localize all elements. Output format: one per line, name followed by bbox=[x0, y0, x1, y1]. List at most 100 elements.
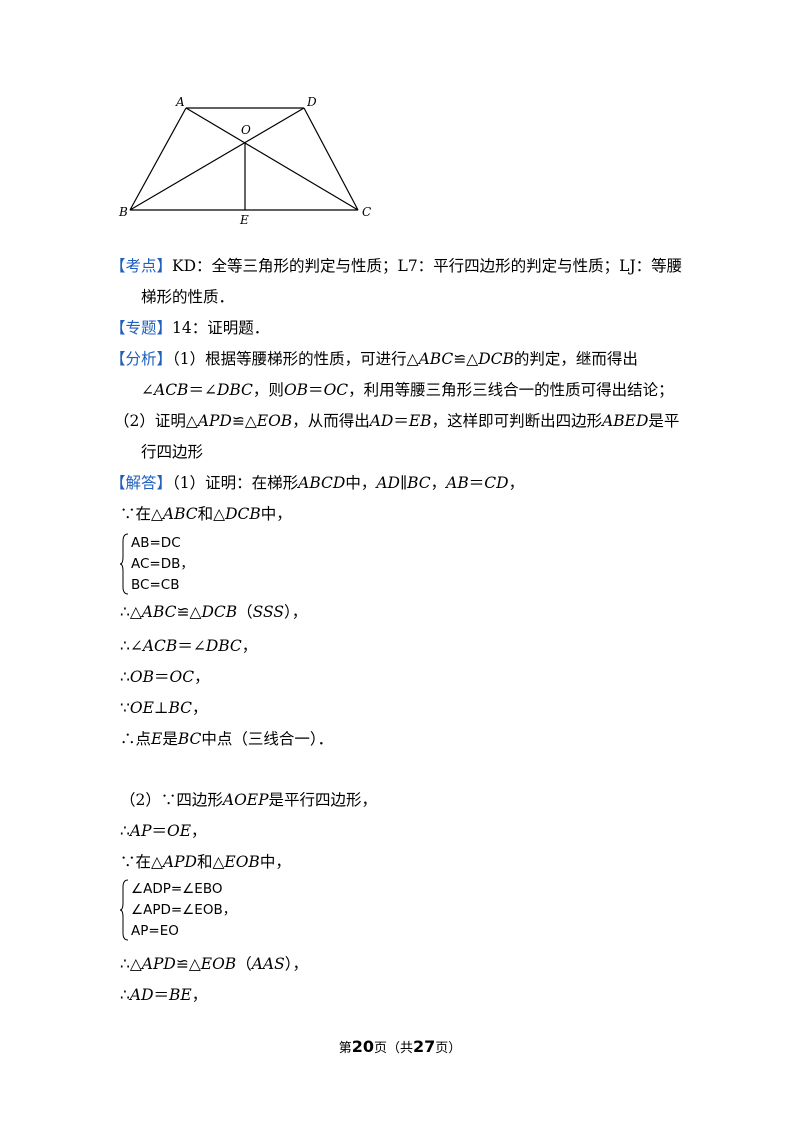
solution-text: ∴△ bbox=[120, 955, 142, 973]
fenxi-text: ≌△ bbox=[453, 350, 479, 368]
zhuanti-line: 【专题】14：证明题． bbox=[110, 318, 269, 338]
math-term: APD bbox=[141, 955, 176, 973]
equation-row: AB=DC bbox=[131, 535, 181, 551]
fenxi-text: （1）根据等腰梯形的性质，可进行△ bbox=[172, 350, 419, 368]
label-E: E bbox=[239, 213, 249, 227]
kaodian-text1: KD：全等三角形的判定与性质；L7：平行四边形的判定与性质；LJ：等腰 bbox=[172, 257, 683, 275]
jieda-line4: ∴∠ACB＝∠DBC， bbox=[120, 636, 257, 656]
jieda-line7: ∴点E是BC中点（三线合一）． bbox=[120, 729, 333, 749]
solution-text: ≌△ bbox=[175, 955, 201, 973]
segment-AB bbox=[129, 107, 187, 211]
math-term: AAS bbox=[251, 955, 285, 973]
math-term: BC bbox=[177, 730, 202, 748]
fenxi-text: 是平 bbox=[648, 412, 680, 430]
fenxi-line3: （2）证明△APD≌△EOB，从而得出AD＝EB，这样即可判断出四边形ABED是… bbox=[114, 411, 679, 431]
math-term: AD bbox=[369, 412, 394, 430]
math-term: APD bbox=[197, 412, 232, 430]
math-term: OB bbox=[129, 668, 154, 686]
fenxi-text: （2）证明△ bbox=[114, 412, 198, 430]
math-term: DCB bbox=[225, 505, 261, 523]
math-term: OC bbox=[169, 668, 195, 686]
math-term: EOB bbox=[224, 853, 260, 871]
solution-text: ＝ bbox=[153, 668, 170, 686]
math-term: CD bbox=[484, 474, 509, 492]
label-B: B bbox=[118, 205, 128, 219]
solution-text: ， bbox=[430, 474, 447, 492]
math-term: ACB bbox=[154, 381, 189, 399]
solution-text: ）， bbox=[284, 955, 308, 973]
fenxi-line1: 【分析】（1）根据等腰梯形的性质，可进行△ABC≌△DCB的判定，继而得出 bbox=[110, 349, 638, 369]
zhuanti-tag: 【专题】 bbox=[110, 319, 173, 337]
solution-text: 和△ bbox=[197, 505, 226, 523]
fenxi-text: ，利用等腰三角形三线合一的性质可得出结论； bbox=[348, 381, 674, 399]
solution-text: 和△ bbox=[196, 853, 225, 871]
fenxi-text: ≌△ bbox=[231, 412, 257, 430]
label-A: A bbox=[175, 95, 185, 109]
jieda-tag: 【解答】 bbox=[110, 474, 173, 492]
math-term: AD bbox=[129, 986, 154, 1004]
solution-text: ＝ bbox=[153, 986, 170, 1004]
math-term: ABC bbox=[141, 603, 177, 621]
math-term: DCB bbox=[201, 603, 238, 621]
equation-row: BC=CB bbox=[131, 577, 180, 593]
solution-text: ∴点 bbox=[120, 730, 152, 748]
math-term: E bbox=[151, 730, 163, 748]
solution-text: ， bbox=[508, 474, 525, 492]
solution-text: ∵ bbox=[120, 699, 130, 717]
solution-text: ， bbox=[194, 668, 210, 686]
math-term: OC bbox=[323, 381, 349, 399]
solution-text: 中， bbox=[345, 474, 377, 492]
jieda-part2-line3: ∵在△APD和△EOB中， bbox=[120, 852, 291, 872]
math-term: DBC bbox=[205, 637, 242, 655]
fenxi-line2: ∠ACB＝∠DBC，则OB＝OC，利用等腰三角形三线合一的性质可得出结论； bbox=[141, 380, 674, 400]
math-term: AD∥BC bbox=[376, 474, 431, 492]
fenxi-text: ，这样即可判断出四边形 bbox=[431, 412, 603, 430]
solution-text: ）， bbox=[283, 603, 308, 621]
total-pages: 27 bbox=[413, 1037, 436, 1056]
zhuanti-text: 14：证明题． bbox=[172, 319, 270, 337]
footer-text: 页（共 bbox=[373, 1041, 413, 1056]
jieda-line5: ∴OB＝OC， bbox=[120, 667, 210, 687]
solution-text: ， bbox=[191, 822, 207, 840]
jieda-line1: 【解答】（1）证明：在梯形ABCD中，AD∥BC，AB＝CD， bbox=[110, 473, 524, 493]
solution-text: 中， bbox=[259, 853, 291, 871]
math-term: APD bbox=[162, 853, 197, 871]
solution-text: ∴ bbox=[120, 986, 130, 1004]
equation-row: ∠ADP=∠EBO bbox=[131, 881, 223, 897]
label-C: C bbox=[362, 205, 371, 219]
segment-DC bbox=[303, 107, 359, 211]
solution-text: ⊥ bbox=[153, 699, 169, 717]
solution-text: （1）证明：在梯形 bbox=[172, 474, 299, 492]
trapezoid-figure: A D O B E C bbox=[118, 95, 371, 227]
math-term: EB bbox=[408, 412, 432, 430]
solution-text: （ bbox=[237, 603, 253, 621]
math-term: DBC bbox=[216, 381, 253, 399]
left-brace-icon bbox=[120, 879, 129, 941]
math-term: SSS bbox=[252, 603, 284, 621]
solution-text: （2）∵四边形 bbox=[120, 791, 223, 809]
solution-text: ＝∠ bbox=[177, 637, 206, 655]
footer-text: 页） bbox=[435, 1041, 462, 1056]
math-term: EOB bbox=[200, 955, 237, 973]
jieda-line3: ∴△ABC≌△DCB（SSS）， bbox=[120, 602, 307, 622]
jieda-line2: ∵在△ABC和△DCB中， bbox=[120, 504, 292, 524]
diagonal-BD bbox=[129, 107, 305, 211]
fenxi-text: 的判定，继而得出 bbox=[513, 350, 638, 368]
math-term: ACB bbox=[142, 637, 178, 655]
fenxi-text: ∠ bbox=[141, 381, 154, 399]
solution-text: 中点（三线合一）． bbox=[201, 730, 334, 748]
kaodian-line2: 梯形的性质． bbox=[141, 288, 235, 306]
math-term: AOEP bbox=[222, 791, 269, 809]
solution-text: ∴ bbox=[120, 822, 130, 840]
equation-row: AC=DB， bbox=[131, 556, 194, 572]
jieda-part2-line5: ∴AD＝BE， bbox=[120, 985, 207, 1005]
page-footer: 第20页（共27页） bbox=[0, 1037, 800, 1056]
solution-text: ∵在△ bbox=[120, 853, 163, 871]
fenxi-tag: 【分析】 bbox=[110, 350, 173, 368]
solution-text: ∴∠ bbox=[120, 637, 143, 655]
kaodian-line1: 【考点】KD：全等三角形的判定与性质；L7：平行四边形的判定与性质；LJ：等腰 bbox=[110, 256, 682, 276]
fenxi-text: ＝ bbox=[393, 412, 409, 430]
label-D: D bbox=[306, 95, 317, 109]
math-term: BE bbox=[169, 986, 192, 1004]
jieda-part2-line2: ∴AP＝OE， bbox=[120, 821, 207, 841]
